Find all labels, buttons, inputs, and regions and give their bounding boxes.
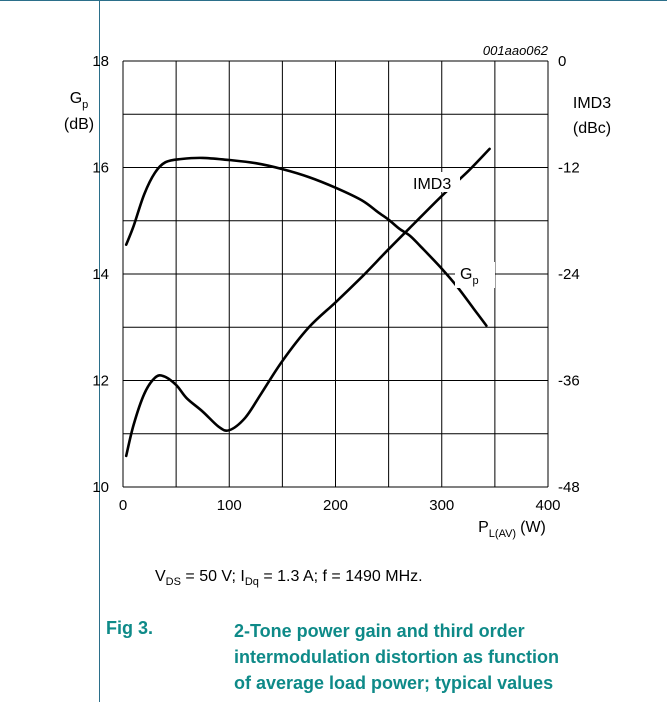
left-tick-label: 14 <box>92 266 109 283</box>
figure-number: Fig 3. <box>106 618 154 638</box>
series-gp-line <box>124 156 488 327</box>
right-tick-label: -24 <box>558 266 580 283</box>
series-gp-label: Gp <box>460 266 479 287</box>
series-imd3-label: IMD3 <box>413 176 451 193</box>
x-tick-label: 200 <box>323 497 348 514</box>
measurement-conditions: VDS = 50 V; IDq = 1.3 A; f = 1490 MHz. <box>155 568 423 589</box>
left-axis-unit: (dB) <box>64 116 94 133</box>
x-tick-label: 400 <box>535 497 560 514</box>
left-axis-label: Gp <box>70 90 89 111</box>
x-axis-label: PL(AV) (W) <box>478 519 546 540</box>
left-tick-label: 16 <box>92 160 109 177</box>
gp-label-background <box>455 262 495 288</box>
figure-title: 2-Tone power gain and third order interm… <box>234 621 559 693</box>
figure-code: 001aao062 <box>483 43 549 58</box>
right-tick-label: -12 <box>558 160 580 177</box>
right-tick-label: -36 <box>558 373 580 390</box>
left-tick-label: 10 <box>92 479 109 496</box>
imd3-label-background <box>410 172 460 192</box>
x-tick-label: 0 <box>119 497 127 514</box>
grid <box>122 60 549 488</box>
x-tick-label: 300 <box>429 497 454 514</box>
x-tick-label: 100 <box>217 497 242 514</box>
series-imd3-line <box>124 147 491 458</box>
tick-labels: 0 100 200 300 400 10 12 14 16 18 0 -12 -24 -36 -48 <box>92 53 579 514</box>
right-tick-label: 0 <box>558 53 566 70</box>
frame-left-rule <box>99 0 100 702</box>
frame-top-rule <box>0 0 667 1</box>
right-tick-label: -48 <box>558 479 580 496</box>
right-axis-unit: (dBc) <box>573 120 611 137</box>
left-tick-label: 18 <box>92 53 109 70</box>
left-tick-label: 12 <box>92 373 109 390</box>
chart: 0 100 200 300 400 10 12 14 16 18 0 -12 -24 -36 -48 001… <box>64 43 611 540</box>
right-axis-label: IMD3 <box>573 95 611 112</box>
